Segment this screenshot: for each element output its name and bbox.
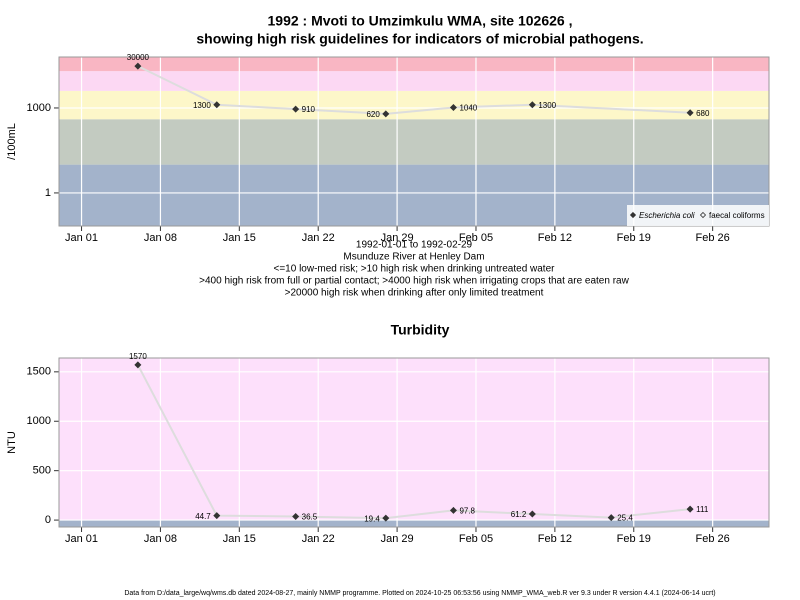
note: >400 high risk from full or partial cont… xyxy=(199,276,629,287)
data-point xyxy=(686,505,694,513)
legend-label: faecal coliforms xyxy=(709,211,765,220)
data-label: 111 xyxy=(696,505,709,514)
y-tick-label: 500 xyxy=(33,465,51,477)
note: Msunduze River at Henley Dam xyxy=(343,252,484,263)
data-label: 1300 xyxy=(193,101,211,110)
chart-title: showing high risk guidelines for indicat… xyxy=(196,31,643,47)
x-tick-label: Jan 01 xyxy=(65,232,98,244)
chart-title: Turbidity xyxy=(391,322,450,338)
data-label: 61.2 xyxy=(511,510,527,519)
data-label: 910 xyxy=(302,105,316,114)
y-tick-label: 1000 xyxy=(27,415,51,427)
data-label: 25.4 xyxy=(617,514,633,523)
x-tick-label: Jan 29 xyxy=(381,533,414,545)
note: <=10 low-med risk; >10 high risk when dr… xyxy=(274,264,556,275)
note: 1992-01-01 to 1992-02-29 xyxy=(356,240,473,251)
risk-band xyxy=(59,90,769,120)
x-tick-label: Jan 08 xyxy=(144,533,177,545)
x-tick-label: Feb 26 xyxy=(696,232,730,244)
chart-title: 1992 : Mvoti to Umzimkulu WMA, site 1026… xyxy=(268,13,573,29)
plot-frame xyxy=(58,357,770,528)
risk-band xyxy=(59,71,769,91)
x-tick-label: Jan 15 xyxy=(223,232,256,244)
data-label: 620 xyxy=(366,110,380,119)
x-tick-label: Jan 22 xyxy=(302,232,335,244)
x-tick-label: Feb 19 xyxy=(617,533,651,545)
data-point xyxy=(528,101,536,109)
data-point xyxy=(292,105,300,113)
y-axis-label: NTU xyxy=(6,431,18,454)
x-tick-label: Feb 19 xyxy=(617,232,651,244)
data-label: 1570 xyxy=(129,352,147,361)
data-point xyxy=(382,110,390,118)
y-tick-label: 0 xyxy=(45,514,51,526)
x-tick-label: Jan 15 xyxy=(223,533,256,545)
y-tick-label: 1500 xyxy=(27,366,51,378)
legend-marker xyxy=(629,211,637,219)
data-label: 1040 xyxy=(459,104,477,113)
y-axis-label: /100mL xyxy=(6,123,18,160)
data-point xyxy=(134,361,142,369)
x-tick-label: Jan 01 xyxy=(65,533,98,545)
legend-marker xyxy=(699,211,707,219)
x-tick-label: Feb 05 xyxy=(459,533,493,545)
plot-frame xyxy=(58,56,770,227)
x-tick-label: Feb 05 xyxy=(459,232,493,244)
data-point xyxy=(292,512,300,520)
risk-band xyxy=(59,519,769,527)
footer: Data from D:/data_large/wq/wms.db dated … xyxy=(124,590,715,597)
data-label: 36.5 xyxy=(302,513,318,522)
data-point xyxy=(213,512,221,520)
x-tick-label: Jan 22 xyxy=(302,533,335,545)
legend-box xyxy=(627,205,769,226)
data-point xyxy=(449,506,457,514)
data-point xyxy=(607,514,615,522)
data-label: 97.8 xyxy=(459,507,475,516)
data-point xyxy=(528,510,536,518)
legend-label: Escherichia coli xyxy=(639,211,695,220)
x-tick-label: Feb 12 xyxy=(538,533,572,545)
data-label: 30000 xyxy=(127,53,150,62)
y-tick-label: 1 xyxy=(45,187,51,199)
data-point xyxy=(382,514,390,522)
data-label: 1300 xyxy=(538,101,556,110)
risk-band xyxy=(59,358,769,520)
data-point xyxy=(213,101,221,109)
risk-band xyxy=(59,119,769,165)
data-point xyxy=(134,62,142,70)
series-line xyxy=(137,364,691,520)
data-label: 19.4 xyxy=(364,514,380,523)
note: >20000 high risk when drinking after onl… xyxy=(285,288,544,299)
x-tick-label: Feb 26 xyxy=(696,533,730,545)
x-tick-label: Jan 08 xyxy=(144,232,177,244)
data-label: 680 xyxy=(696,109,710,118)
x-tick-label: Feb 12 xyxy=(538,232,572,244)
data-point xyxy=(449,103,457,111)
risk-band xyxy=(59,57,769,72)
data-label: 44.7 xyxy=(195,512,211,521)
y-tick-label: 1000 xyxy=(27,102,51,114)
data-point xyxy=(686,109,694,117)
x-tick-label: Jan 29 xyxy=(381,232,414,244)
